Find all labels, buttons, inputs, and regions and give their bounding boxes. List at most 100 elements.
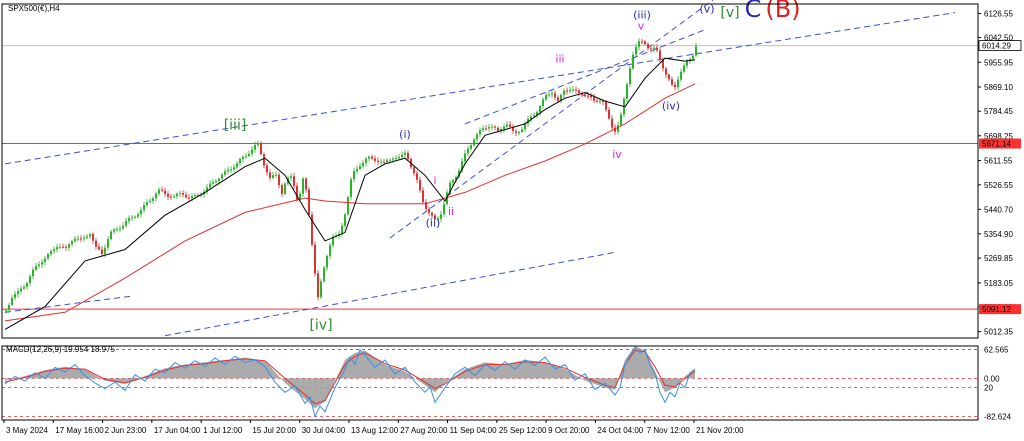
candle-body bbox=[494, 126, 496, 128]
wave-label: (i) bbox=[399, 128, 411, 141]
candle-body bbox=[632, 54, 634, 69]
candle-body bbox=[560, 94, 562, 101]
candle-body bbox=[557, 97, 559, 101]
candle-body bbox=[308, 189, 310, 215]
candle-body bbox=[92, 234, 94, 241]
candle-body bbox=[386, 160, 388, 163]
wave-label: [iv] bbox=[309, 317, 332, 333]
candle-body bbox=[176, 193, 178, 197]
candle-body bbox=[329, 245, 331, 256]
candle-body bbox=[695, 46, 697, 56]
candle-body bbox=[581, 92, 583, 96]
candle-body bbox=[533, 115, 535, 117]
candle-body bbox=[239, 159, 241, 164]
candle-body bbox=[86, 236, 88, 238]
macd-tick-label: 0.00 bbox=[984, 374, 1000, 383]
price-tick-label: 6042.50 bbox=[984, 34, 1013, 43]
price-tick-label: 5955.95 bbox=[984, 58, 1013, 67]
candle-body bbox=[71, 241, 73, 245]
candle-body bbox=[404, 152, 406, 155]
candle-body bbox=[608, 109, 610, 119]
candle-body bbox=[575, 89, 577, 91]
candle-body bbox=[455, 176, 457, 181]
candle-body bbox=[11, 297, 13, 305]
candle-body bbox=[110, 231, 112, 240]
candle-body bbox=[647, 44, 649, 49]
candle-body bbox=[188, 197, 190, 199]
wave-label: i bbox=[433, 174, 436, 187]
candle-body bbox=[620, 114, 622, 126]
candle-body bbox=[482, 128, 484, 131]
candle-body bbox=[56, 247, 58, 250]
chart-title: SPX500(€),H4 bbox=[8, 4, 60, 13]
candle-body bbox=[65, 246, 67, 248]
candle-body bbox=[515, 130, 517, 133]
candle-body bbox=[311, 214, 313, 245]
level-price-box bbox=[979, 138, 1021, 149]
level-price-label: 5671.14 bbox=[982, 140, 1011, 149]
price-tick-label: 5526.55 bbox=[984, 181, 1013, 190]
candle-body bbox=[251, 149, 253, 154]
candle-body bbox=[389, 159, 391, 161]
candle-body bbox=[197, 194, 199, 196]
date-tick-label: 11 Sep 04:00 bbox=[450, 426, 498, 435]
date-tick-label: 13 Aug 12:00 bbox=[351, 426, 399, 435]
candle-body bbox=[26, 283, 28, 287]
candle-body bbox=[521, 129, 523, 132]
candle-body bbox=[563, 90, 565, 95]
candle-body bbox=[344, 214, 346, 226]
candle-body bbox=[209, 183, 211, 188]
candle-body bbox=[686, 60, 688, 66]
candle-body bbox=[395, 157, 397, 159]
candle-body bbox=[671, 79, 673, 85]
wave-label: iv bbox=[612, 148, 622, 161]
candle-body bbox=[635, 46, 637, 55]
candle-body bbox=[29, 276, 31, 284]
candle-body bbox=[437, 218, 439, 220]
date-tick-label: 21 Nov 20:00 bbox=[696, 426, 744, 435]
candle-body bbox=[542, 99, 544, 106]
candle-body bbox=[104, 247, 106, 255]
candle-body bbox=[293, 176, 295, 187]
candle-body bbox=[659, 50, 661, 60]
candle-body bbox=[260, 142, 262, 155]
wave-label: iii bbox=[555, 53, 564, 66]
candle-body bbox=[134, 216, 136, 218]
candle-body bbox=[173, 196, 175, 198]
candle-body bbox=[473, 139, 475, 146]
candle-body bbox=[47, 254, 49, 259]
candle-body bbox=[83, 237, 85, 239]
candle-body bbox=[152, 198, 154, 201]
candle-body bbox=[365, 158, 367, 164]
trendline bbox=[4, 295, 131, 313]
candle-body bbox=[266, 165, 268, 173]
price-tick-label: 5784.45 bbox=[984, 107, 1013, 116]
candle-body bbox=[380, 161, 382, 163]
candle-body bbox=[446, 192, 448, 205]
candle-body bbox=[122, 225, 124, 229]
candle-body bbox=[206, 187, 208, 192]
macd-tick-label: -82.624 bbox=[984, 413, 1012, 422]
candle-body bbox=[263, 154, 265, 166]
level-price-label: 5091.12 bbox=[982, 305, 1011, 314]
candle-body bbox=[584, 95, 586, 97]
candle-body bbox=[413, 167, 415, 174]
price-tick-label: 5611.55 bbox=[984, 157, 1013, 166]
candle-body bbox=[545, 94, 547, 100]
date-tick-label: 2 Jun 23:00 bbox=[105, 426, 147, 435]
macd-main-line bbox=[4, 347, 696, 418]
candle-body bbox=[362, 163, 364, 167]
candle-body bbox=[296, 186, 298, 200]
candle-body bbox=[41, 262, 43, 265]
candle-body bbox=[524, 123, 526, 130]
candle-body bbox=[302, 178, 304, 194]
candle-body bbox=[638, 41, 640, 47]
candle-body bbox=[626, 84, 628, 99]
candle-body bbox=[257, 142, 259, 145]
level-price-box bbox=[979, 304, 1021, 315]
candle-body bbox=[107, 239, 109, 248]
price-tick-label: 5183.05 bbox=[984, 279, 1013, 288]
candle-body bbox=[5, 310, 7, 312]
candle-body bbox=[353, 171, 355, 180]
candle-body bbox=[44, 258, 46, 263]
